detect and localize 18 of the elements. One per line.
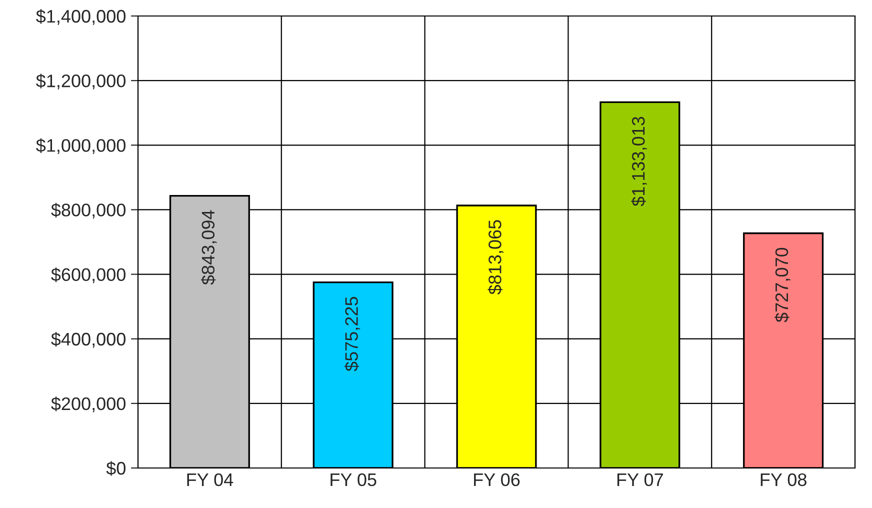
- x-tick-label: FY 06: [474, 473, 520, 486]
- x-tick-label: FY 07: [617, 473, 663, 486]
- data-label: $1,133,013: [631, 116, 647, 206]
- data-label: $843,094: [201, 210, 217, 285]
- x-tick-label: FY 05: [330, 473, 376, 486]
- y-tick-label: $1,200,000: [36, 74, 126, 90]
- x-tick-label: FY 08: [760, 473, 806, 486]
- y-tick-label: $400,000: [51, 332, 126, 348]
- y-tick-label: $200,000: [51, 396, 126, 412]
- data-label: $727,070: [774, 248, 790, 322]
- y-tick-label: $0: [106, 461, 126, 476]
- y-tick-label: $600,000: [51, 267, 126, 284]
- y-tick-label: $800,000: [51, 202, 126, 219]
- data-label: $813,065: [488, 220, 504, 294]
- y-tick-label: $1,400,000: [36, 9, 126, 25]
- data-label: $575,225: [344, 296, 360, 372]
- y-tick-label: $1,000,000: [36, 138, 126, 154]
- x-tick-label: FY 04: [187, 473, 234, 486]
